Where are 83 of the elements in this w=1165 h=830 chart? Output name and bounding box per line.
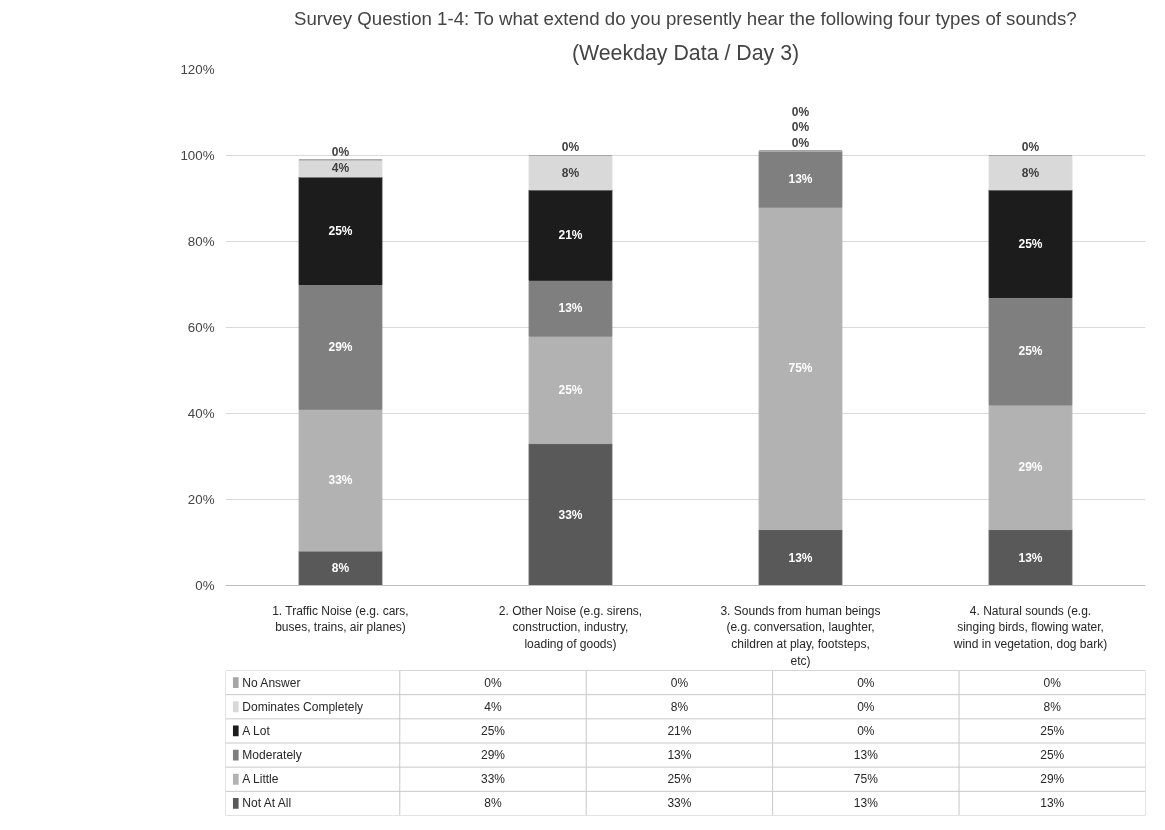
text: 13% — [853, 748, 878, 763]
text: 8% — [484, 796, 502, 811]
data-label: 75% — [788, 361, 813, 376]
x-tick-label: 4. Natural sounds (e.g. singing birds, flowing water, wind in vegetation, dog bark) — [952, 603, 1108, 652]
text: 13% — [667, 748, 692, 763]
bar — [988, 529, 1073, 586]
text: 33% — [480, 772, 506, 787]
text: 25% — [480, 723, 506, 738]
legend-label: No Answer — [242, 675, 301, 690]
y-tick-label: 40% — [187, 406, 215, 421]
legend-label: Dominates Completely — [242, 699, 364, 714]
bar — [988, 189, 1073, 298]
text: 75% — [853, 772, 878, 787]
data-label: 0% — [791, 135, 810, 150]
legend-label: Moderately — [242, 748, 302, 763]
bar — [988, 296, 1073, 406]
text: 0% — [857, 723, 875, 738]
y-tick-label: 60% — [187, 320, 215, 335]
data-label: 0% — [331, 144, 350, 159]
x-tick-label: 1. Traffic Noise (e.g. cars, buses, trains, air planes) — [272, 603, 409, 635]
y-tick-label: 100% — [180, 148, 215, 163]
data-label: 21% — [558, 228, 583, 243]
text: 25% — [1040, 723, 1065, 738]
chart-subtitle: (Weekday Data / Day 3) — [571, 40, 800, 65]
bar — [988, 404, 1073, 531]
y-tick-label: 20% — [187, 492, 215, 507]
bar — [528, 443, 613, 586]
bar — [758, 206, 843, 531]
text: 0% — [857, 699, 875, 714]
x-tick-label: 3. Sounds from human beings (e.g. conversation, laughter, children at play, footsteps, etc) — [720, 603, 881, 668]
chart-title: Survey Question 1-4: To what extend do you presently hear the following four types of sounds? — [294, 7, 1077, 29]
data-label: 25% — [1018, 344, 1043, 359]
data-label: 25% — [1018, 236, 1043, 251]
text: 25% — [1040, 748, 1065, 763]
text: 4% — [484, 699, 502, 714]
bar — [298, 159, 383, 178]
data-label: 0% — [791, 104, 810, 119]
legend-label: A Little — [242, 772, 279, 787]
data-label: 4% — [331, 161, 350, 176]
data-label: 13% — [788, 550, 813, 565]
text: 0% — [857, 675, 875, 690]
bar — [758, 529, 843, 586]
text: 0% — [484, 675, 502, 690]
bar — [758, 150, 843, 208]
data-label: 33% — [328, 473, 353, 488]
text: 29% — [480, 748, 506, 763]
text: 0% — [1043, 675, 1061, 690]
legend-label: A Lot — [242, 723, 271, 738]
data-label: 8% — [331, 561, 350, 576]
text: 33% — [667, 796, 692, 811]
data-label: 13% — [558, 301, 583, 316]
text: 21% — [667, 723, 692, 738]
data-label: 0% — [1021, 140, 1040, 155]
bar — [298, 408, 383, 552]
y-tick-label: 0% — [195, 578, 215, 593]
y-tick-label: 80% — [187, 234, 215, 249]
data-label: 0% — [791, 120, 810, 135]
data-label: 29% — [328, 339, 353, 354]
bar — [298, 550, 383, 586]
x-tick-label: 2. Other Noise (e.g. sirens, construction, industry, loading of goods) — [498, 603, 643, 652]
data-label: 8% — [561, 165, 580, 180]
text: 13% — [1040, 796, 1065, 811]
data-label: 25% — [328, 223, 353, 238]
data-label: 33% — [558, 507, 583, 522]
bar — [528, 189, 613, 281]
legend-label: Not At All — [242, 796, 292, 811]
data-label: 0% — [561, 140, 580, 155]
bar — [298, 176, 383, 285]
y-tick-label: 120% — [180, 62, 215, 77]
text: 13% — [853, 796, 878, 811]
data-label: 8% — [1021, 165, 1040, 180]
data-label: 29% — [1018, 460, 1043, 475]
data-label: 13% — [1018, 550, 1043, 565]
bar — [298, 284, 383, 410]
text: 8% — [1043, 699, 1061, 714]
data-label: 25% — [558, 382, 583, 397]
bar — [528, 335, 613, 445]
data-label: 13% — [788, 172, 813, 187]
text: 8% — [670, 699, 689, 714]
text: 0% — [670, 675, 689, 690]
text: 29% — [1040, 772, 1065, 787]
text: 25% — [667, 772, 692, 787]
bar — [528, 279, 613, 337]
